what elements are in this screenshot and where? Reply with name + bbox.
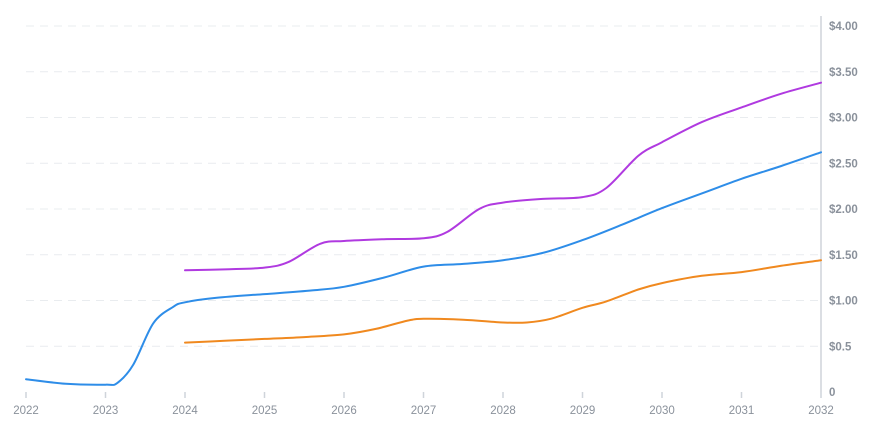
x-tick-label: 2022 [13,405,39,417]
series-line-blue [25,151,822,386]
x-tick-label: 2026 [331,405,357,417]
y-tick-label: $2.50 [829,158,858,170]
x-tick-label: 2032 [808,405,834,417]
x-tick-label: 2028 [490,405,516,417]
y-tick-label: $3.00 [829,113,858,125]
grid-lines [26,25,821,347]
x-tick-label: 2027 [411,405,437,417]
y-tick-label: $1.00 [829,296,858,308]
y-axis-ticks: 0 $0.5 $1.00 $1.50 $2.00 $2.50 $3.00 $3.50 $4.00 [829,21,858,399]
y-tick-label: $2.00 [829,204,858,216]
x-axis-ticks: 2022 2023 2024 2025 2026 2027 2028 2029 2030 2031… [13,392,834,417]
x-tick-label: 2025 [252,405,278,417]
y-tick-label: $1.50 [829,250,858,262]
series-lines [25,81,822,386]
x-tick-label: 2023 [93,405,119,417]
y-tick-label: $3.50 [829,67,858,79]
y-tick-label: $0.5 [829,341,852,353]
x-tick-label: 2030 [649,405,675,417]
x-tick-label: 2024 [172,405,198,417]
y-tick-label: 0 [829,387,835,399]
y-tick-label: $4.00 [829,21,858,33]
series-line-purple [184,81,822,272]
series-line-orange [184,259,822,344]
x-tick-label: 2031 [729,405,755,417]
x-tick-label: 2029 [570,405,596,417]
